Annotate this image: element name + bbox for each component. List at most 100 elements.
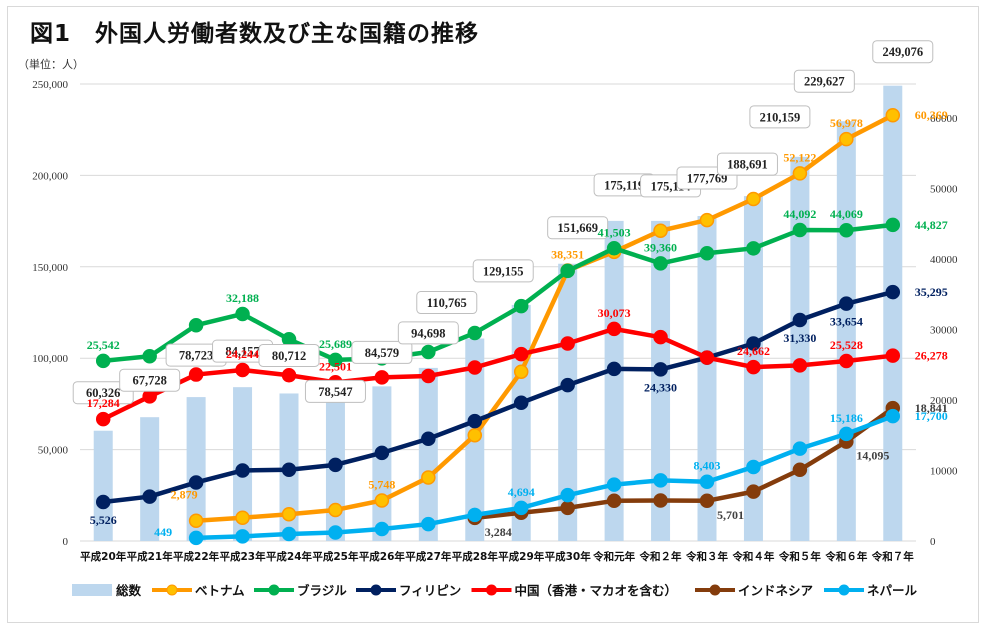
series-data-label: 32,188 [226,291,259,305]
series-data-label: 24,244 [226,347,259,361]
total-label-box [397,321,459,345]
left-axis-tick: 150,000 [32,262,68,274]
series-marker [653,223,668,238]
series-data-label: 33,654 [830,315,863,329]
series-marker [792,166,808,181]
series-marker [281,462,297,478]
series-marker [513,395,529,411]
series-data-label: 52,122 [783,150,816,164]
series-marker [374,493,390,508]
series-marker [328,457,343,473]
series-marker [467,413,483,429]
series-marker [421,470,436,485]
series-marker [746,336,761,351]
series-marker [653,493,668,508]
category-label: 令和４年 [731,550,774,563]
series-data-label: 41,503 [598,225,631,239]
chart-title: 図1 外国人労働者数及び主な国籍の推移 [30,21,480,47]
legend-label-total: 総数 [116,583,142,598]
category-label: 平成27年 [405,550,452,563]
left-axis-tick: 0 [63,536,69,548]
series-marker [513,346,529,362]
series-marker [560,487,575,503]
series-marker [606,493,622,509]
bar-total [836,121,856,541]
series-data-label: 4,694 [508,485,535,499]
series-marker [513,364,529,379]
series-data-label: 5,701 [717,508,744,522]
total-label-box [472,259,534,283]
series-marker [374,370,390,385]
series-marker [95,411,111,427]
legend-swatch-marker [166,584,178,596]
total-label: 151,669 [557,221,598,235]
series-marker [235,510,250,525]
category-label: 平成20年 [80,550,127,563]
total-label-box [716,152,778,176]
series-data-label: 25,689 [319,337,352,351]
total-label-box [119,368,181,392]
series-line [195,113,894,523]
bar-total [418,367,438,541]
series-marker [699,493,715,509]
total-label: 84,579 [365,346,399,360]
left-axis-tick: 250,000 [32,79,68,91]
legend-label: ベトナム [195,583,245,598]
series-data-label: 31,330 [783,331,816,345]
series-marker [421,344,436,360]
series-marker [560,500,575,516]
axes: 0 50,000 100,000 150,000 200,000 250,000 0 1000… [32,79,958,563]
series-marker [188,513,204,528]
series-marker [653,329,668,345]
category-label: 平成26年 [359,550,406,563]
series-marker [281,332,297,347]
series-marker [281,506,297,522]
series-marker [142,348,157,364]
series-marker [95,494,111,510]
total-label: 84,157 [225,345,259,359]
right-axis-tick: 60000 [930,113,958,125]
category-label: 平成25年 [312,550,359,563]
series-marker [281,368,297,383]
series-marker [235,529,250,544]
total-label: 210,159 [760,110,801,124]
total-label-box [416,291,478,315]
series-marker [235,362,250,378]
series-data-label: 18,841 [915,401,948,415]
total-label: 188,691 [727,158,768,172]
series-data-label: 5,526 [90,513,117,527]
series-data-label: 14,095 [856,449,889,463]
category-label: 平成29年 [498,550,545,563]
left-axis-tick: 100,000 [32,353,68,365]
right-axis-tick: 20000 [930,395,958,407]
series-marker [188,530,204,546]
series-data-label: 25,542 [87,338,120,352]
series-marker [839,131,854,147]
series-data-label: 56,978 [830,116,863,130]
total-label: 229,627 [804,75,845,89]
series-data-label: 38,351 [551,248,584,262]
category-label: 令和７年 [871,550,914,563]
total-label: 67,728 [132,374,166,388]
series-line [196,414,894,541]
right-axis-tick: 40000 [930,254,958,266]
category-label: 令和６年 [824,550,867,563]
total-label-box [258,343,320,367]
series-marker [513,500,529,516]
series-data-label: 25,528 [830,338,863,352]
total-label-box [749,105,811,129]
series-marker [653,362,668,377]
series-marker [560,336,575,351]
series-data-label: 39,360 [644,240,677,254]
series-marker [606,361,622,377]
series-marker [421,431,436,446]
total-label-box [872,40,934,64]
series-marker [839,222,854,238]
category-label: 平成30年 [545,550,592,563]
series-marker [839,426,854,442]
series-marker [467,360,483,375]
series-data-label: 449 [154,525,172,539]
series-marker [188,475,204,490]
right-axis-tick: 10000 [930,465,958,477]
series-marker [467,507,483,523]
